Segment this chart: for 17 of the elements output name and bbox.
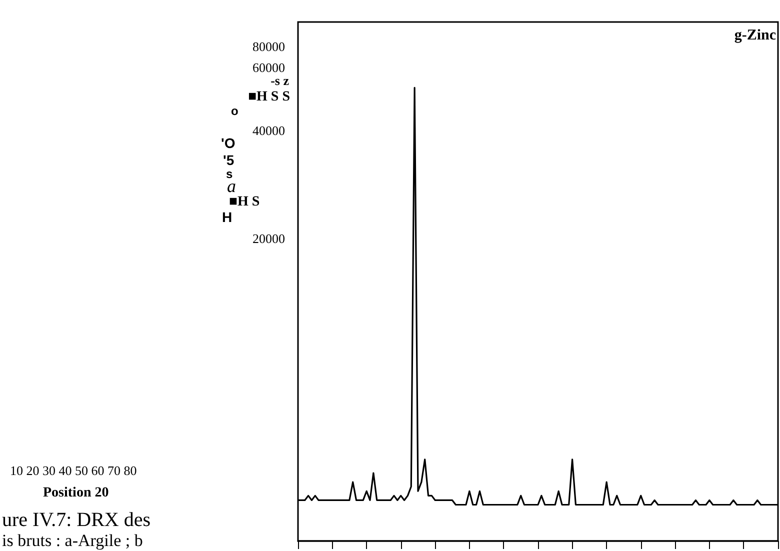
- text: 10 20 30 40 50 60 70 80: [10, 463, 137, 478]
- text: ■H S S: [248, 90, 290, 104]
- text: ure IV.7: DRX des: [2, 509, 151, 531]
- text: ■H S: [229, 194, 260, 210]
- text: H: [222, 209, 232, 225]
- text: '5: [223, 152, 234, 168]
- text: 20000: [252, 231, 285, 246]
- text: is bruts : a-Argile ; b: [2, 531, 143, 550]
- text: 'O: [221, 135, 236, 151]
- text: o: [231, 104, 238, 118]
- text: 80000: [252, 39, 285, 54]
- text: 60000: [252, 60, 285, 75]
- text: -s z: [270, 73, 290, 88]
- text: 40000: [252, 123, 285, 138]
- text: Position 20: [43, 486, 109, 500]
- text: s: [226, 167, 233, 181]
- text: g-Zinc: [734, 28, 776, 44]
